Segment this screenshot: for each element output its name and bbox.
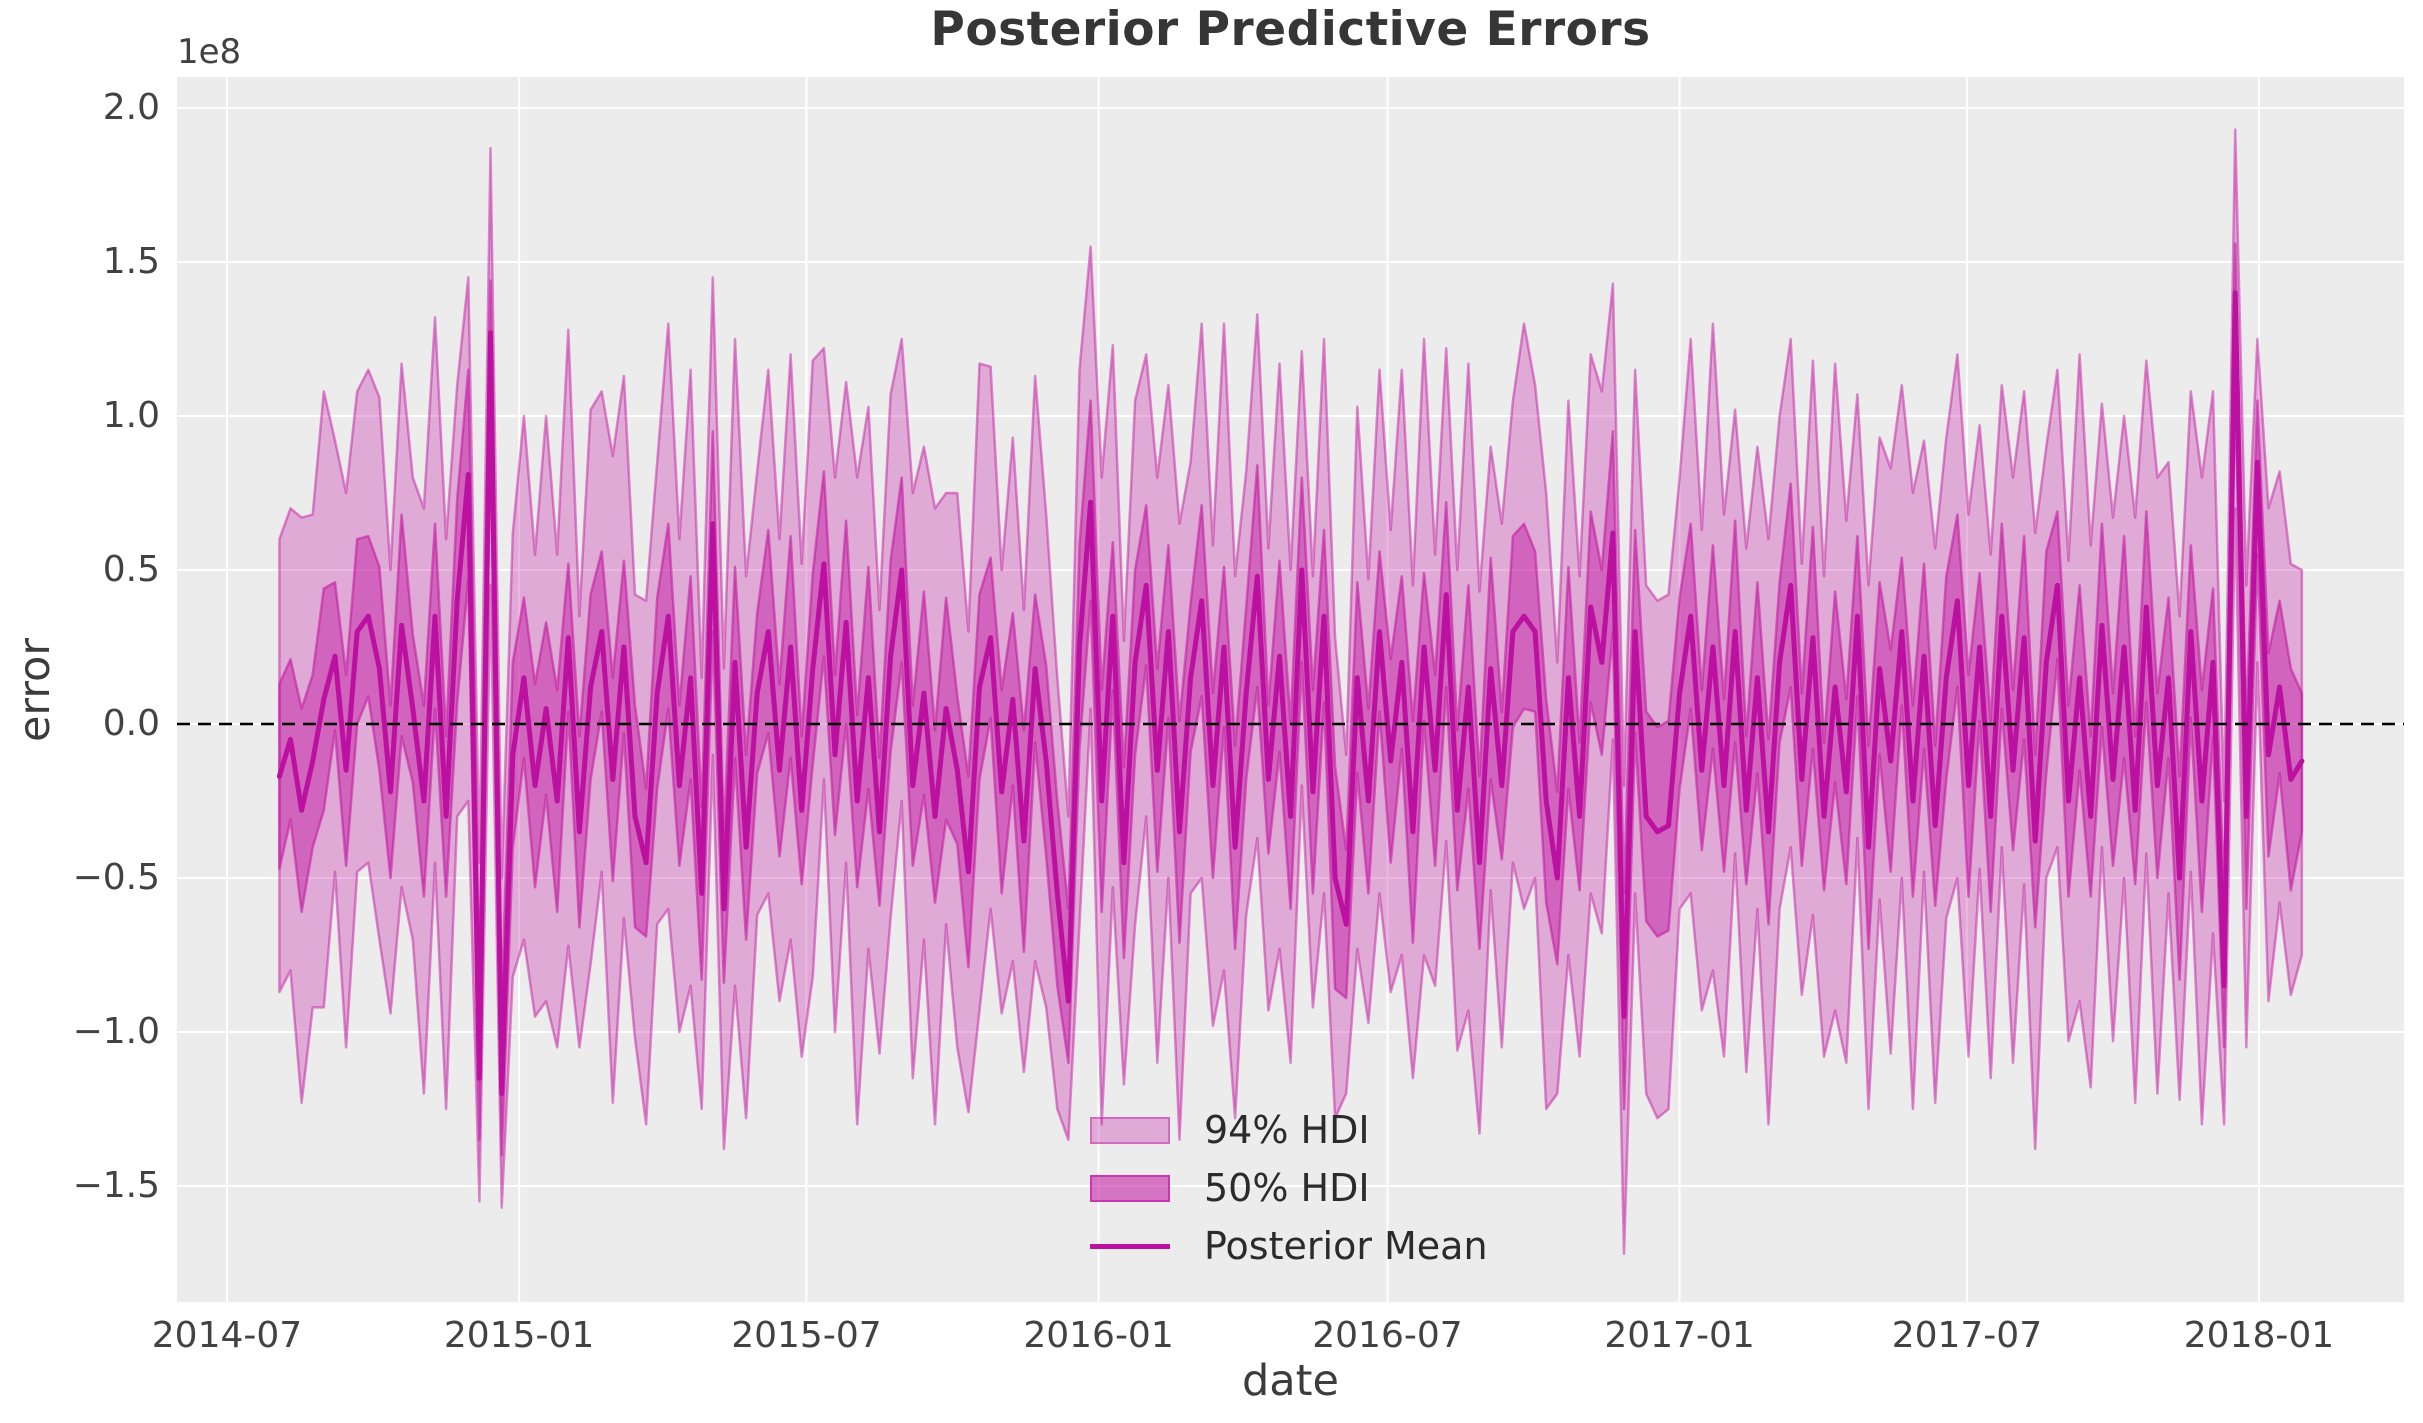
- legend-row-94hdi: 94% HDI: [1090, 1101, 1488, 1159]
- legend-swatch-50hdi-icon: [1090, 1174, 1170, 1202]
- legend-row-50hdi: 50% HDI: [1090, 1159, 1488, 1217]
- x-tick-label: 2017-07: [1891, 1315, 2043, 1356]
- x-tick-label: 2018-01: [2183, 1315, 2335, 1356]
- y-tick-label: −1.5: [72, 1165, 160, 1206]
- x-tick-label: 2016-07: [1312, 1315, 1463, 1356]
- y-tick-label: 0.5: [102, 549, 160, 590]
- legend-label-94hdi: 94% HDI: [1204, 1108, 1370, 1152]
- y-tick-label: 0.0: [102, 703, 160, 744]
- y-tick-label: 1.0: [102, 395, 160, 436]
- x-tick-label: 2017-01: [1604, 1315, 1755, 1356]
- x-tick-label: 2015-01: [443, 1315, 595, 1356]
- legend-swatch-94hdi-icon: [1090, 1116, 1170, 1144]
- x-tick-label: 2016-01: [1023, 1315, 1174, 1356]
- legend: 94% HDI 50% HDI Posterior Mean: [1090, 1101, 1488, 1275]
- legend-line-mean-icon: [1090, 1243, 1170, 1249]
- y-tick-label: 2.0: [102, 87, 160, 128]
- legend-row-mean: Posterior Mean: [1090, 1217, 1488, 1275]
- legend-label-mean: Posterior Mean: [1204, 1224, 1488, 1268]
- y-tick-label: −0.5: [72, 857, 160, 898]
- y-tick-label: −1.0: [72, 1011, 160, 1052]
- x-tick-label: 2014-07: [151, 1315, 303, 1356]
- y-axis-offset-label: 1e8: [177, 32, 242, 72]
- x-tick-label: 2015-07: [731, 1315, 882, 1356]
- y-tick-label: 1.5: [102, 241, 160, 282]
- hdi94-band: [278, 128, 2304, 1256]
- x-axis-label: date: [1242, 1356, 1339, 1406]
- legend-label-50hdi: 50% HDI: [1204, 1166, 1370, 1210]
- chart-title: Posterior Predictive Errors: [930, 2, 1651, 57]
